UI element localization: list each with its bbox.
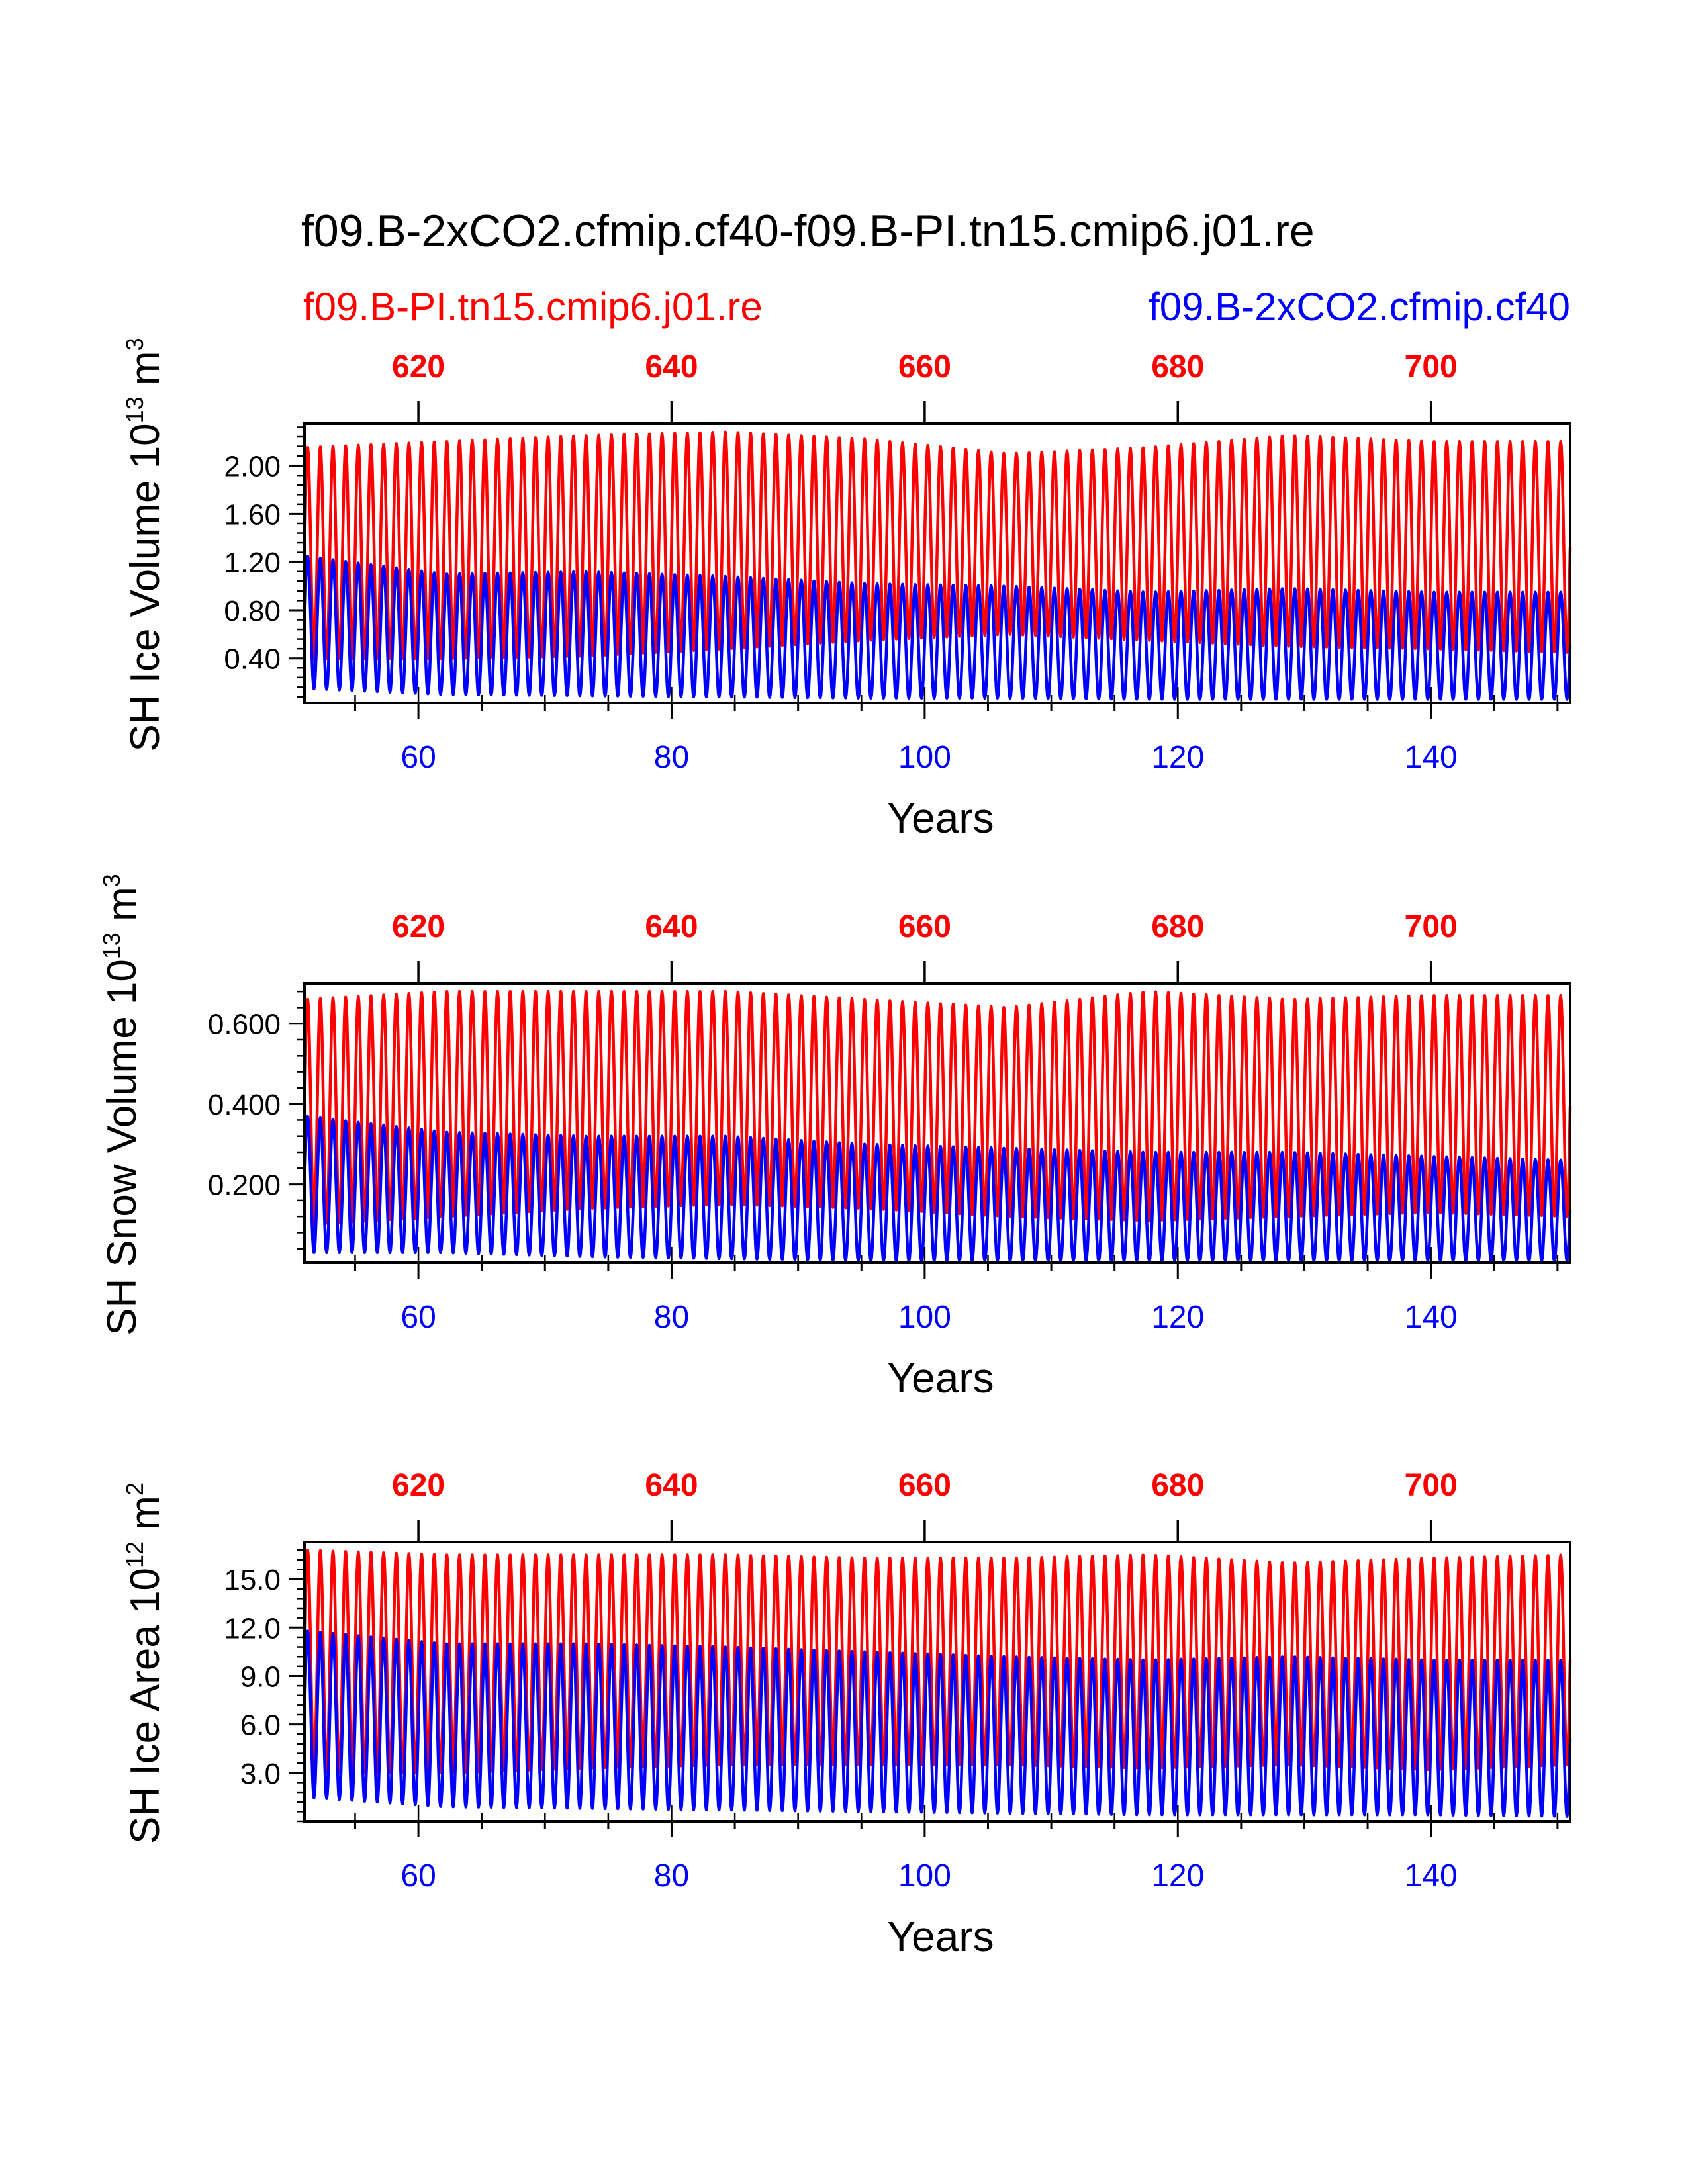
x-tick-label-bottom: 100 — [898, 1300, 951, 1335]
x-tick-label-top: 660 — [898, 349, 951, 385]
x-tick-label-bottom: 120 — [1151, 740, 1204, 775]
x-tick-label-top: 640 — [645, 909, 698, 944]
y-tick-label: 0.80 — [224, 595, 281, 627]
plot-frame — [303, 1541, 1571, 1823]
y-tick-label: 0.40 — [224, 643, 281, 676]
series-line-red — [303, 430, 1572, 660]
x-tick-label-top: 640 — [645, 1468, 698, 1503]
plot-frame — [303, 422, 1571, 704]
y-tick-label: 0.200 — [208, 1169, 281, 1202]
y-axis-label: SH Snow Volume 1013 m3 — [98, 874, 145, 1336]
x-tick-label-bottom: 60 — [400, 1858, 436, 1893]
series-line-blue — [303, 1629, 1572, 1818]
x-tick-label-bottom: 100 — [898, 740, 951, 775]
x-tick-label-bottom: 80 — [654, 1300, 689, 1335]
plot-frame — [303, 982, 1571, 1264]
x-tick-label-top: 620 — [392, 349, 445, 385]
y-tick-label: 3.0 — [240, 1758, 281, 1790]
series-line-blue — [303, 1115, 1572, 1263]
x-tick-label-bottom: 140 — [1405, 740, 1458, 775]
x-tick-label-top: 680 — [1151, 909, 1204, 944]
y-label-text: m — [122, 351, 168, 396]
y-label-superscript: 13 — [98, 933, 125, 959]
x-tick-label-bottom: 120 — [1151, 1300, 1204, 1335]
x-axis-label: Years — [887, 794, 994, 842]
x-tick-label-top: 640 — [645, 349, 698, 385]
x-axis-label: Years — [887, 1913, 994, 1960]
x-tick-label-top: 660 — [898, 1468, 951, 1503]
y-axis-label: SH Ice Volume 1013 m3 — [121, 338, 168, 751]
x-tick-label-top: 700 — [1405, 1468, 1458, 1503]
x-tick-label-bottom: 60 — [400, 740, 436, 775]
y-tick-label: 1.60 — [224, 498, 281, 531]
series-line-red — [303, 989, 1572, 1226]
y-tick-label: 0.400 — [208, 1089, 281, 1121]
x-tick-label-bottom: 140 — [1405, 1858, 1458, 1893]
y-label-text: SH Ice Volume 10 — [122, 423, 168, 751]
y-label-superscript: 2 — [121, 1482, 148, 1496]
x-tick-label-top: 680 — [1151, 349, 1204, 385]
y-tick-label: 2.00 — [224, 451, 281, 483]
x-tick-label-bottom: 120 — [1151, 1858, 1204, 1893]
legend-blue-label: f09.B-2xCO2.cfmip.cf40 — [1149, 285, 1570, 329]
panel-ice-area: 3.0 6.0 9.0 12.0 15.0 60 80 100 120 140 620 640 660 6… — [121, 1468, 1572, 1960]
x-tick-label-top: 700 — [1405, 909, 1458, 944]
y-label-superscript: 3 — [121, 338, 148, 351]
y-tick-label: 6.0 — [240, 1709, 281, 1742]
y-axis-label: SH Ice Area 1012 m2 — [121, 1482, 168, 1844]
legend-red-label: f09.B-PI.tn15.cmip6.j01.re — [303, 285, 763, 329]
y-tick-label: 12.0 — [224, 1612, 281, 1645]
y-label-superscript: 3 — [98, 874, 125, 887]
y-tick-label: 15.0 — [224, 1564, 281, 1596]
panel-ice-volume: 0.40 0.80 1.20 1.60 2.00 60 80 100 120 140 620 640 6… — [121, 338, 1572, 842]
x-tick-label-bottom: 80 — [654, 1858, 689, 1893]
x-tick-label-top: 620 — [392, 1468, 445, 1503]
x-tick-label-top: 660 — [898, 909, 951, 944]
y-label-superscript: 12 — [121, 1541, 148, 1568]
x-axis-label: Years — [887, 1354, 994, 1402]
y-tick-label: 0.600 — [208, 1009, 281, 1041]
y-label-superscript: 13 — [121, 396, 148, 423]
y-tick-label: 9.0 — [240, 1661, 281, 1693]
x-tick-label-top: 680 — [1151, 1468, 1204, 1503]
x-tick-label-bottom: 80 — [654, 740, 689, 775]
x-tick-label-bottom: 60 — [400, 1300, 436, 1335]
x-tick-label-top: 700 — [1405, 349, 1458, 385]
x-tick-label-bottom: 100 — [898, 1858, 951, 1893]
y-label-text: m — [122, 1496, 168, 1541]
y-label-text: SH Snow Volume 10 — [99, 959, 145, 1336]
y-label-text: SH Ice Area 10 — [122, 1568, 168, 1844]
y-label-text: m — [99, 887, 145, 933]
y-tick-label: 1.20 — [224, 547, 281, 579]
panel-snow-volume: 0.200 0.400 0.600 60 80 100 120 140 620 640 660 680… — [98, 874, 1572, 1402]
x-tick-label-top: 620 — [392, 909, 445, 944]
figure-title: f09.B-2xCO2.cfmip.cf40-f09.B-PI.tn15.cmi… — [301, 206, 1315, 256]
x-tick-label-bottom: 140 — [1405, 1300, 1458, 1335]
series-line-blue — [303, 555, 1572, 701]
